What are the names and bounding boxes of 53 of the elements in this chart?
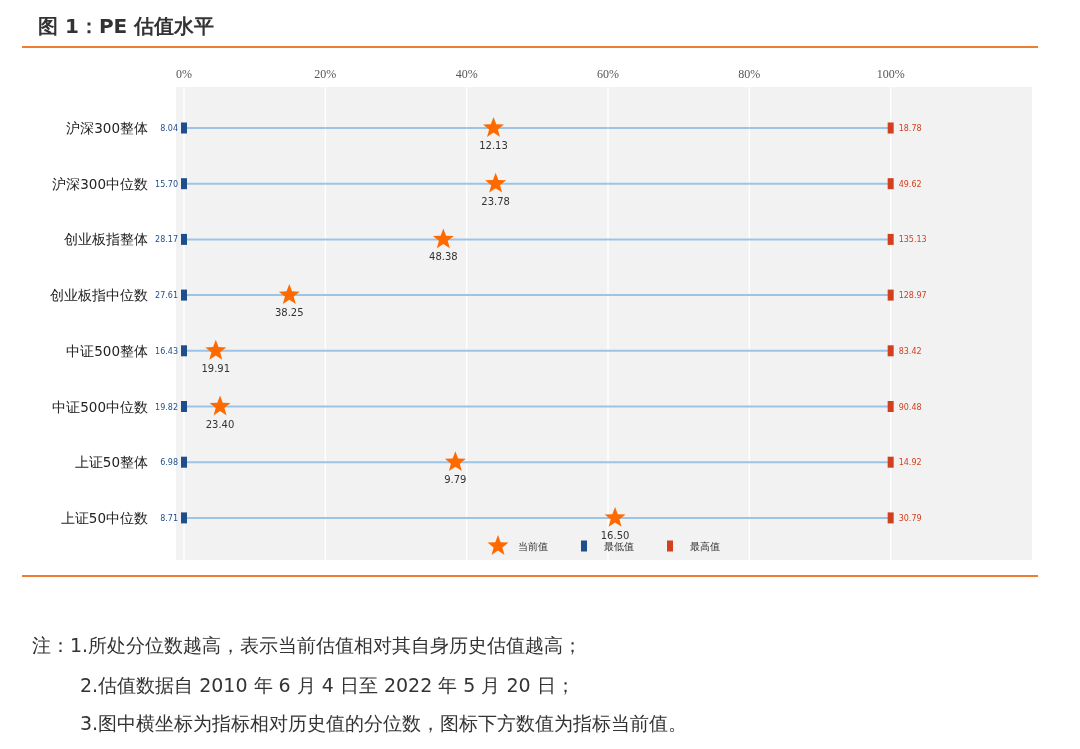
x-tick-label: 0%: [176, 67, 192, 81]
annotation: 23.40: [205, 418, 235, 430]
x-tick-label: 60%: [597, 67, 619, 81]
annotation: 9.79: [444, 474, 467, 486]
annotation: 15.70: [155, 179, 178, 189]
annotation: 27.61: [155, 291, 178, 301]
annotation: 83.42: [898, 346, 922, 356]
text: 2.估值数据自 2010 年 6 月 4 日至 2022 年 5 月 20 日；: [80, 674, 575, 696]
point: [483, 117, 504, 137]
annotation: 6.98: [160, 458, 178, 468]
y-tick-label: 上证50整体: [74, 454, 148, 471]
point: [604, 506, 626, 527]
point: [432, 228, 454, 249]
y-tick-label: 沪深300中位数: [52, 175, 148, 192]
x-tick-label: 80%: [738, 67, 761, 81]
point: [209, 395, 231, 416]
point: [444, 451, 466, 472]
text: 注：1.所处分位数越高，表示当前估值相对其自身历史估值越高；: [32, 634, 583, 656]
legend-label: 当前值: [518, 541, 548, 552]
y-tick-label: 创业板指整体: [64, 231, 148, 248]
y-tick-label: 中证500中位数: [52, 398, 148, 415]
y-tick-label: 创业板指中位数: [50, 287, 148, 304]
annotation: 19.82: [155, 402, 178, 412]
annotation: 48.38: [429, 251, 458, 263]
point: [205, 339, 227, 360]
annotation: 38.25: [274, 307, 304, 319]
chart-title: 图 1：PE 估值水平: [38, 14, 215, 38]
y-tick-label: 沪深300整体: [66, 120, 148, 136]
annotation: 30.79: [898, 513, 922, 523]
annotation: 135.13: [898, 235, 927, 245]
annotation: 128.97: [898, 291, 927, 301]
annotation: 28.17: [155, 235, 178, 245]
x-tick-label: 40%: [455, 67, 478, 81]
annotation: 49.62: [898, 179, 922, 189]
y-tick-label: 上证50中位数: [60, 509, 148, 526]
text: 3.图中横坐标为指标相对历史值的分位数，图标下方数值为指标当前值。: [80, 712, 688, 734]
annotation: 16.43: [155, 346, 178, 356]
legend-label: 最低值: [604, 541, 634, 552]
annotation: 90.48: [898, 402, 922, 412]
annotation: 14.92: [898, 458, 922, 468]
annotation: 8.04: [160, 124, 178, 133]
annotation: 19.91: [201, 362, 231, 374]
annotation: 23.78: [481, 195, 510, 207]
annotation: 8.71: [160, 513, 178, 523]
x-tick-label: 100%: [876, 67, 905, 81]
legend-label: 最高值: [690, 541, 720, 552]
annotation: 12.13: [479, 140, 508, 151]
annotation: 16.50: [600, 529, 630, 541]
x-tick-label: 20%: [314, 67, 337, 81]
annotation: 18.78: [898, 124, 922, 133]
y-tick-label: 中证500整体: [66, 342, 148, 359]
point: [485, 172, 507, 193]
point: [278, 284, 300, 304]
